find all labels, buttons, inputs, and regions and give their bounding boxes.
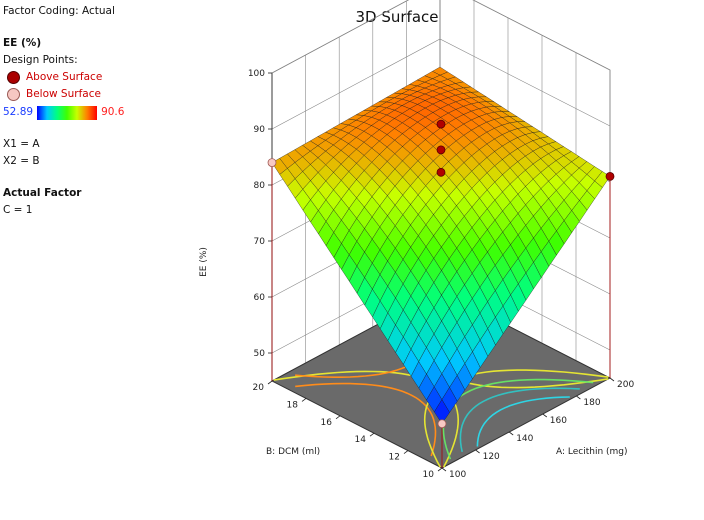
z-tick-label: 100 — [248, 69, 265, 79]
y-tick — [437, 467, 443, 472]
wall-gridline — [271, 38, 611, 130]
x-tick — [542, 413, 548, 418]
response-surface — [271, 66, 611, 425]
response-name: EE (%) — [3, 37, 42, 49]
legend-panel: Factor Coding: Actual EE (%) Design Poin… — [3, 3, 124, 219]
color-scale-min: 52.89 — [3, 106, 34, 118]
y-tick — [403, 450, 409, 454]
color-scale-bar — [37, 105, 98, 120]
x-tick — [441, 467, 447, 472]
z-tick-label: 60 — [254, 293, 266, 303]
z-tick-label: 80 — [254, 181, 266, 191]
floor-contour — [459, 387, 580, 453]
x-tick — [609, 377, 615, 382]
x2-mapping: X2 = B — [3, 155, 40, 167]
y-tick — [369, 432, 375, 437]
design-point-above — [436, 145, 446, 155]
x-tick-label: 120 — [483, 452, 500, 462]
x-tick — [475, 449, 480, 454]
design-points-label: Design Points: — [3, 54, 78, 66]
x-tick-label: 140 — [516, 434, 533, 444]
x-tick-label: 200 — [617, 380, 634, 390]
below-surface-label: Below Surface — [26, 88, 101, 100]
floor-contour — [295, 382, 437, 457]
design-point-above — [436, 167, 446, 177]
x-tick-label: 160 — [550, 416, 567, 426]
factor-coding-label: Factor Coding: Actual — [3, 5, 115, 17]
y-tick-label: 20 — [253, 383, 265, 393]
design-points — [267, 119, 615, 429]
design-point-above — [436, 119, 446, 129]
y-tick — [267, 380, 273, 385]
y-axis-label: B: DCM (ml) — [266, 447, 320, 457]
chart-title: 3D Surface — [355, 8, 439, 26]
y-tick-label: 14 — [355, 435, 367, 445]
surface-cell — [434, 399, 450, 425]
x-tick-label: 100 — [449, 470, 466, 480]
z-tick-label: 50 — [254, 349, 266, 359]
design-point-above — [605, 171, 615, 181]
above-surface-entry: Above Surface — [3, 69, 124, 86]
x-tick — [508, 431, 514, 436]
x-tick-label: 180 — [583, 398, 600, 408]
below-surface-entry: Below Surface — [3, 86, 124, 103]
x-tick — [576, 395, 581, 400]
actual-factor-value: C = 1 — [3, 204, 33, 216]
z-axis-label: EE (%) — [199, 247, 209, 277]
floor-contour — [476, 396, 570, 447]
design-point-below — [437, 419, 447, 429]
x1-mapping: X1 = A — [3, 138, 40, 150]
x-axis-label: A: Lecithin (mg) — [556, 447, 628, 457]
floor-contour — [442, 378, 594, 460]
wall-gridline — [271, 0, 611, 74]
actual-factor-heading: Actual Factor — [3, 187, 82, 199]
z-tick-label: 70 — [254, 237, 266, 247]
y-tick-label: 12 — [389, 453, 400, 463]
above-surface-marker-icon — [7, 71, 20, 84]
color-scale: 52.89 90.6 — [3, 104, 124, 121]
y-tick — [301, 398, 307, 402]
y-tick-label: 16 — [321, 418, 333, 428]
color-scale-max: 90.6 — [101, 106, 125, 118]
above-surface-label: Above Surface — [26, 71, 103, 83]
y-tick-label: 18 — [287, 400, 299, 410]
y-tick-label: 10 — [423, 470, 435, 480]
below-surface-marker-icon — [7, 88, 20, 101]
y-tick — [335, 415, 341, 420]
design-point-below — [267, 158, 277, 168]
z-tick-label: 90 — [254, 125, 266, 135]
